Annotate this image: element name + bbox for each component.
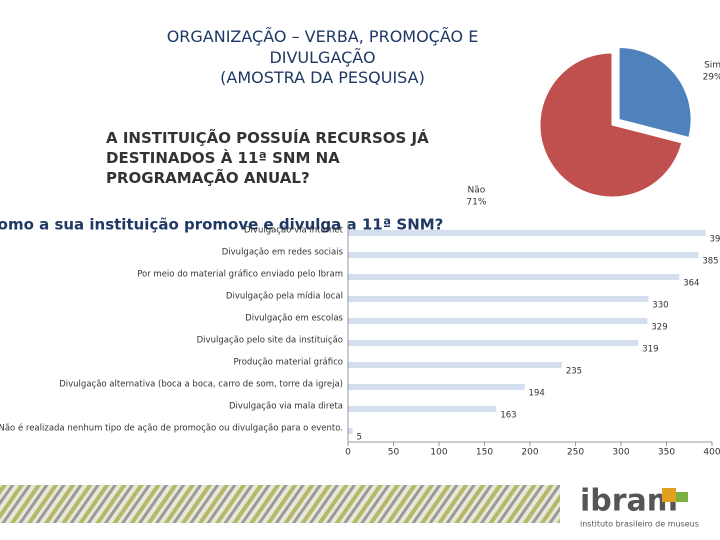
- logo: ibram: [580, 484, 678, 519]
- slide-title: ORGANIZAÇÃO – VERBA, PROMOÇÃO E DIVULGAÇ…: [166, 27, 479, 67]
- logo-shape: [676, 492, 688, 502]
- y-tick-label: Produção material gráfico: [233, 358, 343, 368]
- x-tick-label: 0: [345, 448, 351, 458]
- x-tick-label: 300: [612, 448, 629, 458]
- x-tick-label: 350: [658, 448, 675, 458]
- bar: [348, 428, 353, 434]
- pie-slice: [539, 52, 683, 198]
- value-label: 364: [683, 279, 699, 289]
- x-tick-label: 400: [703, 448, 720, 458]
- pie-category-label: Sim: [704, 60, 720, 70]
- x-tick-label: 50: [388, 448, 400, 458]
- bar: [348, 362, 562, 368]
- value-label: 330: [652, 301, 668, 311]
- bar: [348, 252, 699, 258]
- bar: [348, 318, 648, 324]
- bar-title: Como a sua instituição promove e divulga…: [0, 216, 443, 234]
- bar: [348, 384, 525, 390]
- value-label: 163: [500, 411, 516, 421]
- logo-shape: [662, 488, 676, 502]
- value-label: 5: [357, 433, 362, 443]
- value-label: 385: [702, 257, 718, 267]
- y-tick-label: Divulgação alternativa (boca a boca, car…: [59, 380, 343, 390]
- value-label: 319: [642, 345, 658, 355]
- slide-subtitle: (AMOSTRA DA PESQUISA): [220, 68, 425, 87]
- bar: [348, 340, 639, 346]
- pie-slice: [618, 46, 692, 138]
- y-tick-label: Divulgação pelo site da instituição: [197, 336, 343, 346]
- footer-band: [0, 485, 560, 523]
- y-tick-label: Divulgação em redes sociais: [222, 248, 344, 258]
- pie-category-label: Não: [468, 186, 486, 196]
- pie-value-label: 71%: [466, 198, 486, 208]
- x-tick-label: 250: [567, 448, 584, 458]
- x-tick-label: 150: [476, 448, 493, 458]
- value-label: 235: [566, 367, 582, 377]
- y-tick-label: Divulgação em escolas: [245, 314, 343, 324]
- logo-tagline: instituto brasileiro de museus: [580, 520, 699, 529]
- y-tick-label: Divulgação via internet: [244, 226, 344, 236]
- pie-value-label: 29%: [703, 72, 720, 82]
- y-tick-label: Não é realizada nenhum tipo de ação de p…: [0, 423, 343, 434]
- value-label: 393: [710, 235, 720, 245]
- y-tick-label: Por meio do material gráfico enviado pel…: [137, 270, 343, 280]
- y-tick-label: Divulgação via mala direta: [229, 402, 343, 412]
- bar: [348, 406, 497, 412]
- x-tick-label: 100: [430, 448, 447, 458]
- y-tick-label: Divulgação pela mídia local: [226, 292, 343, 302]
- bar: [348, 274, 680, 280]
- value-label: 329: [651, 323, 667, 333]
- bar: [348, 296, 649, 302]
- value-label: 194: [529, 389, 545, 399]
- x-tick-label: 200: [521, 448, 538, 458]
- pie-title: A INSTITUIÇÃO POSSUÍA RECURSOS JÁ DESTIN…: [106, 129, 429, 187]
- bar: [348, 230, 706, 236]
